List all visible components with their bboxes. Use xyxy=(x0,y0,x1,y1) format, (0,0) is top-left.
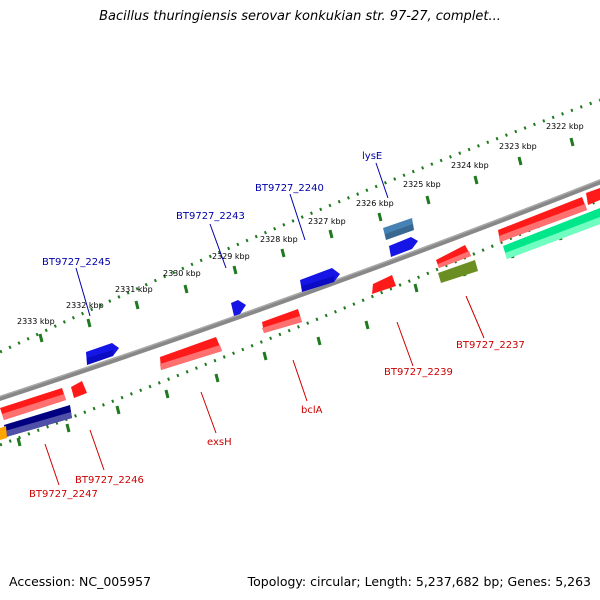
gene-red-right[interactable] xyxy=(586,188,600,205)
tick-label-2331: 2331 kbp xyxy=(115,285,153,294)
forward-genes xyxy=(86,188,600,365)
tick-label-2328: 2328 kbp xyxy=(260,235,298,244)
gene-exsh[interactable] xyxy=(160,337,222,370)
label-bt2240: BT9727_2240 xyxy=(255,183,324,194)
label-exsh: exsH xyxy=(207,437,232,448)
gene-unnamed-blue[interactable] xyxy=(389,237,418,257)
label-bt2237: BT9727_2237 xyxy=(456,340,525,351)
gene-bt2247[interactable] xyxy=(0,388,66,420)
gene-bt2243[interactable] xyxy=(231,300,246,316)
gene-olive[interactable] xyxy=(438,260,478,283)
inner-scale-ring xyxy=(0,198,600,447)
gene-bt2246[interactable] xyxy=(71,381,87,398)
tick-label-2330: 2330 kbp xyxy=(163,269,201,278)
label-bt2247: BT9727_2247 xyxy=(29,489,98,500)
tick-label-2322: 2322 kbp xyxy=(546,122,584,131)
tick-label-2329: 2329 kbp xyxy=(212,252,250,261)
tick-label-2327: 2327 kbp xyxy=(308,217,346,226)
label-bt2243: BT9727_2243 xyxy=(176,211,245,222)
tick-label-2332: 2332 kbp xyxy=(66,301,104,310)
gene-labels: lysE BT9727_2240 BT9727_2243 BT9727_2245… xyxy=(29,151,525,500)
gene-bt2240[interactable] xyxy=(300,268,340,292)
gene-navy[interactable] xyxy=(4,405,72,437)
tick-label-2323: 2323 kbp xyxy=(499,142,537,151)
genome-backbone xyxy=(0,179,600,401)
gene-bt2245[interactable] xyxy=(86,343,119,365)
tick-label-2333: 2333 kbp xyxy=(17,317,55,326)
tick-label-2326: 2326 kbp xyxy=(356,199,394,208)
tick-label-2325: 2325 kbp xyxy=(403,180,441,189)
gene-orange[interactable] xyxy=(0,426,7,440)
outer-scale-ring xyxy=(0,98,600,354)
label-lyse: lysE xyxy=(362,151,382,162)
accession-text: Accession: NC_005957 xyxy=(9,574,152,589)
gene-bt2239[interactable] xyxy=(372,275,396,294)
forward-label-leaders xyxy=(75,162,389,317)
label-bcla: bclA xyxy=(301,405,323,416)
scale-labels: 2322 kbp 2323 kbp 2324 kbp 2325 kbp 2326… xyxy=(17,122,584,326)
tick-label-2324: 2324 kbp xyxy=(451,161,489,170)
gene-lyse[interactable] xyxy=(383,218,414,240)
gene-bcla[interactable] xyxy=(262,309,302,333)
gene-red-large[interactable] xyxy=(498,197,587,242)
label-bt2246: BT9727_2246 xyxy=(75,475,144,486)
label-bt2245: BT9727_2245 xyxy=(42,257,111,268)
label-bt2239: BT9727_2239 xyxy=(384,367,453,378)
major-ticks xyxy=(16,137,575,447)
gene-bt2237[interactable] xyxy=(436,245,471,268)
map-title: Bacillus thuringiensis serovar konkukian… xyxy=(99,9,501,24)
gene-green[interactable] xyxy=(503,208,600,259)
reverse-label-leaders xyxy=(44,295,485,486)
genome-summary-text: Topology: circular; Length: 5,237,682 bp… xyxy=(247,574,591,589)
reverse-genes xyxy=(0,197,600,440)
